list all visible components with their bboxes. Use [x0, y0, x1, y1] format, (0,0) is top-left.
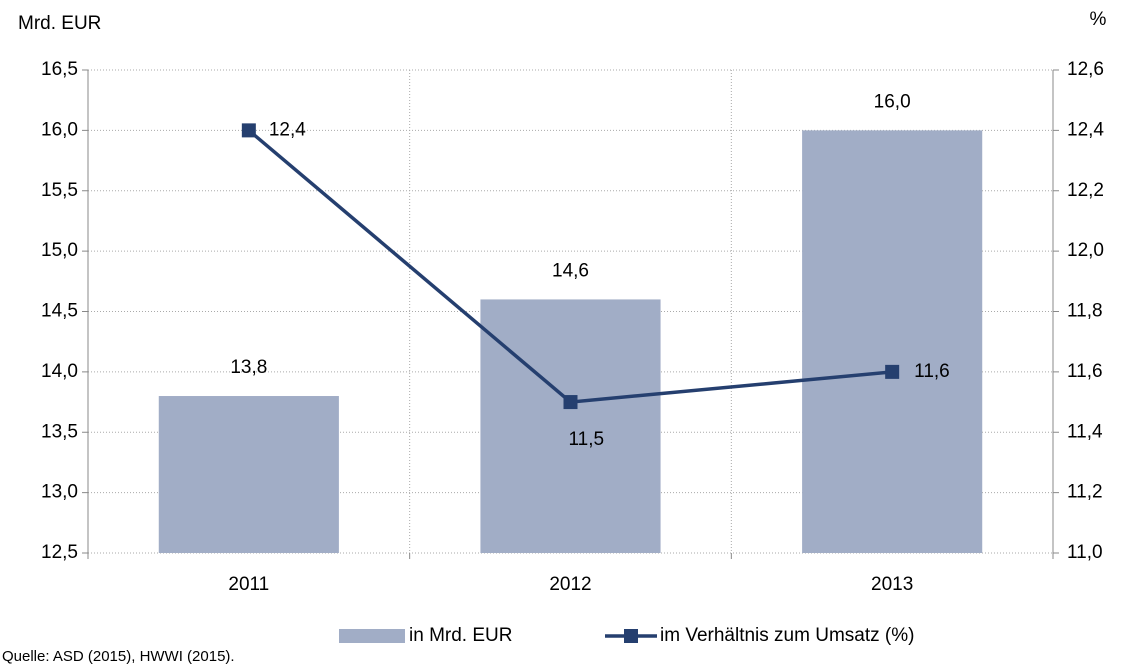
data-label: 14,6 [552, 260, 589, 281]
x-tick-label: 2012 [549, 574, 591, 595]
y-tick-label: 13,0 [41, 482, 78, 503]
bar [802, 130, 983, 553]
data-label: 13,8 [230, 357, 267, 378]
y2-tick-label: 11,6 [1067, 361, 1103, 382]
bar [158, 396, 339, 553]
y2-axis-label: % [1090, 9, 1107, 30]
line-marker [885, 364, 900, 379]
data-label: 11,6 [914, 361, 950, 382]
line-marker [241, 123, 256, 138]
legend-label: im Verhältnis zum Umsatz (%) [660, 625, 914, 646]
y2-tick-label: 12,2 [1067, 180, 1104, 201]
source: Quelle: ASD (2015), HWWI (2015). [2, 648, 235, 665]
y2-tick-label: 11,4 [1067, 421, 1103, 442]
y-tick-label: 15,0 [41, 240, 78, 261]
data-label: 12,4 [269, 119, 306, 140]
x-tick-label: 2013 [871, 574, 913, 595]
legend-swatch [339, 629, 405, 643]
line-marker [563, 395, 578, 410]
data-label: 11,5 [569, 429, 605, 450]
y-tick-label: 16,0 [41, 119, 78, 140]
legend-label: in Mrd. EUR [409, 625, 512, 646]
y-tick-label: 13,5 [41, 421, 78, 442]
y-tick-label: 12,5 [41, 542, 78, 563]
x-tick-label: 2011 [228, 574, 269, 595]
bar [480, 299, 661, 553]
legend-swatch-marker [624, 629, 638, 643]
data-label: 16,0 [874, 91, 911, 112]
y2-tick-label: 11,0 [1067, 542, 1103, 563]
y-axis-label: Mrd. EUR [18, 13, 101, 34]
y2-tick-label: 11,8 [1067, 301, 1103, 322]
y-tick-label: 15,5 [41, 180, 78, 201]
y-tick-label: 16,5 [41, 59, 78, 80]
y-tick-label: 14,0 [41, 361, 78, 382]
y2-tick-label: 12,6 [1067, 59, 1104, 80]
y2-tick-label: 12,0 [1067, 240, 1104, 261]
y2-tick-label: 12,4 [1067, 119, 1104, 140]
y2-tick-label: 11,2 [1067, 482, 1103, 503]
y-tick-label: 14,5 [41, 301, 78, 322]
